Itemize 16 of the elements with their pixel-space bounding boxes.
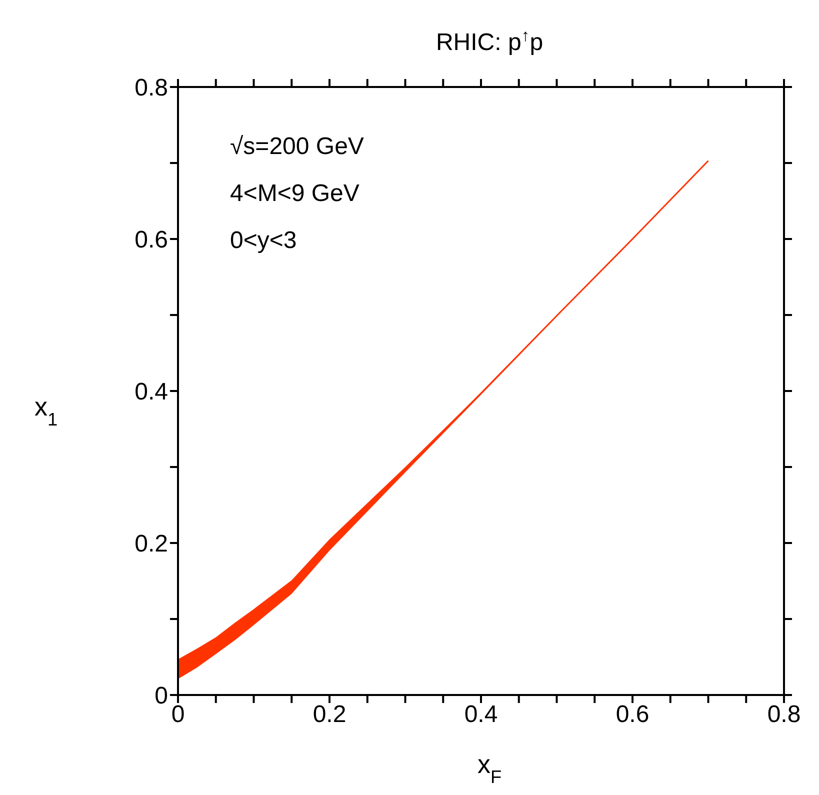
x-tick-label: 0.2 [312, 701, 346, 728]
x-tick-label: 0.4 [464, 701, 498, 728]
x-tick-label: 0.8 [767, 701, 801, 728]
x-tick-label: 0 [171, 701, 185, 728]
y-tick-label: 0.6 [134, 226, 168, 254]
annotation: √s=200 GeV [230, 133, 364, 160]
annotation: 0<y<3 [230, 227, 297, 254]
x-tick-label: 0.6 [616, 701, 650, 728]
y-tick-label: 0.4 [134, 378, 168, 406]
annotation: 4<M<9 GeV [230, 180, 360, 207]
y-tick-label: 0.2 [134, 530, 168, 558]
y-axis-title: x$_{1}$ [34, 392, 58, 430]
y-tick-label: 0.8 [134, 74, 168, 102]
chart-title: RHIC: p$^{↑}$p [436, 26, 544, 56]
y-tick-label: 0 [154, 682, 168, 710]
x-axis-title: x$_{F}$ [477, 749, 502, 787]
